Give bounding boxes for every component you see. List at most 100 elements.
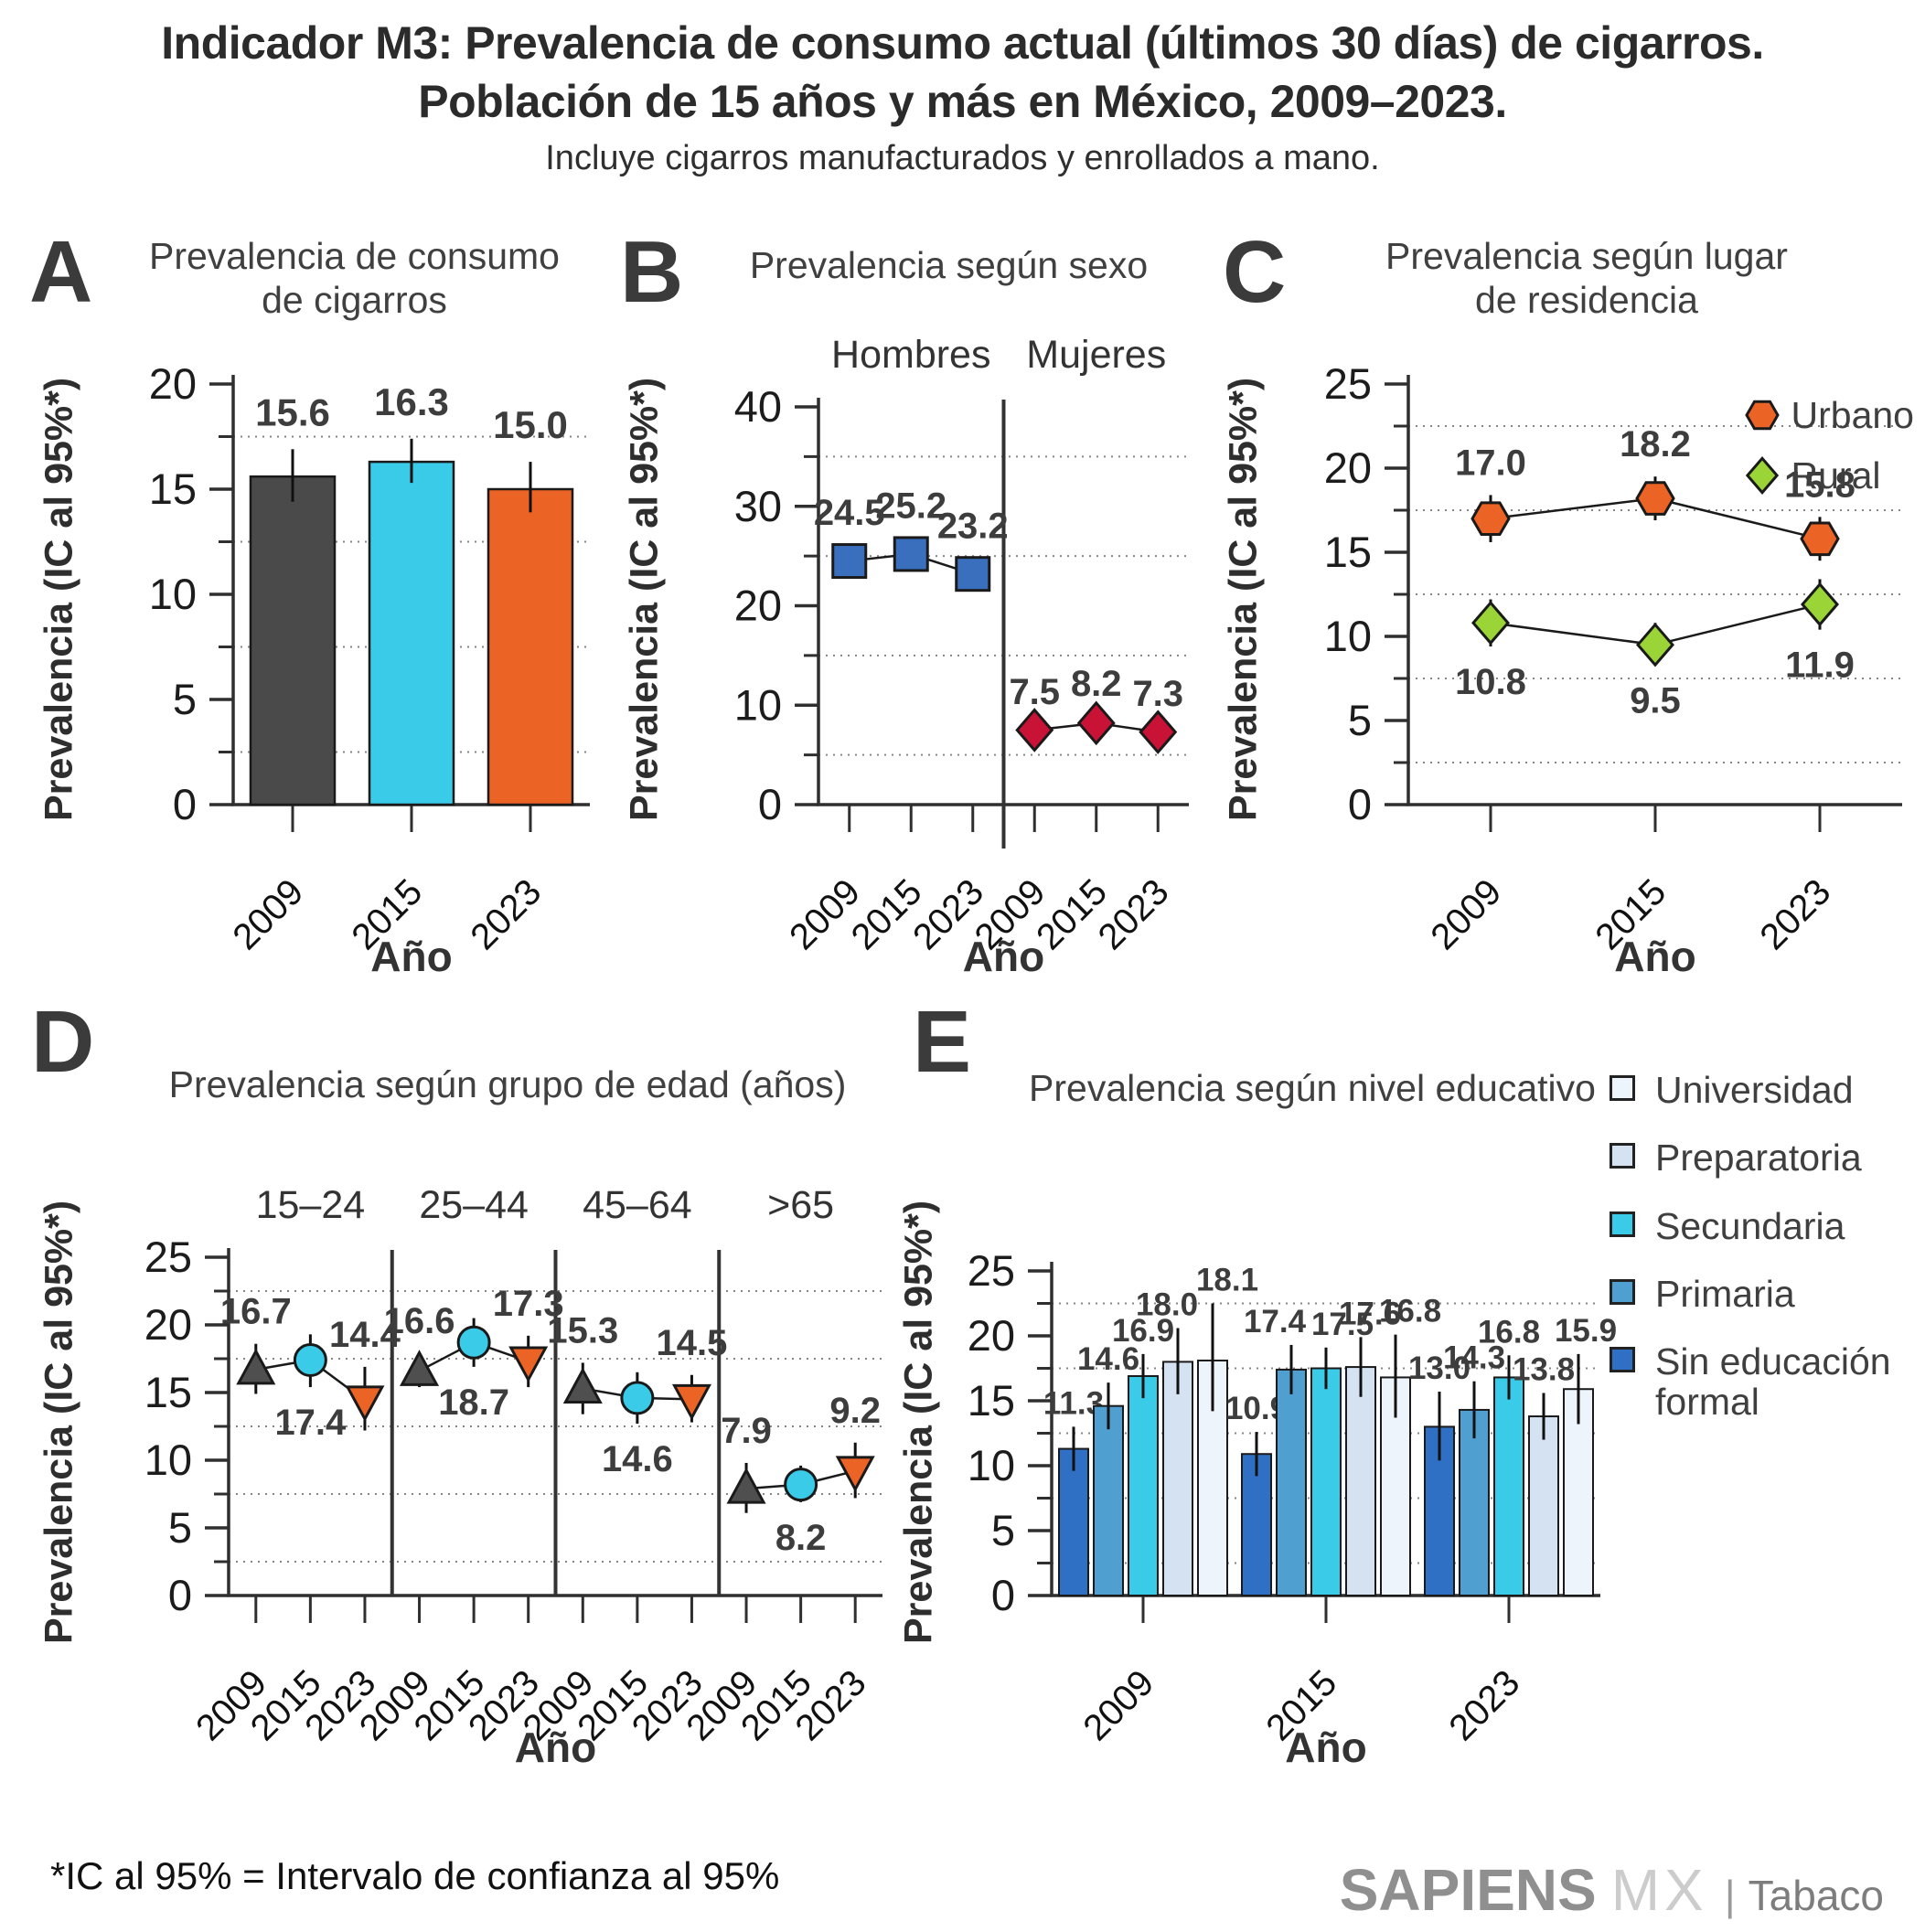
brand-logo: SAPIENS MX | Tabaco xyxy=(1340,1856,1884,1924)
value-label: 17.5 xyxy=(1311,1307,1374,1342)
value-label: 18.2 xyxy=(1620,424,1691,464)
hexagon-marker xyxy=(1635,481,1675,516)
triangle-down-marker xyxy=(671,1383,711,1421)
legend-item-primaria: Primaria xyxy=(1610,1274,1916,1314)
value-label: 7.5 xyxy=(1009,672,1060,712)
bar xyxy=(1128,1375,1159,1596)
group-header: Hombres xyxy=(831,333,990,377)
x-axis-title: Año xyxy=(963,933,1044,978)
x-tick-label: 2023 xyxy=(1441,1662,1527,1748)
value-label: 11.9 xyxy=(1785,646,1855,686)
value-label: 17.6 xyxy=(1339,1296,1401,1331)
triangle-up-marker xyxy=(400,1350,440,1386)
x-tick-label: 2009 xyxy=(1075,1662,1161,1748)
value-label: 18.0 xyxy=(1136,1286,1198,1322)
value-label: 14.5 xyxy=(657,1323,728,1363)
legend-swatch-icon xyxy=(1610,1211,1635,1237)
panel-c-title: Prevalencia según lugar de residencia xyxy=(1294,234,1879,323)
hexagon-marker xyxy=(1470,501,1511,536)
value-label: 24.5 xyxy=(814,493,885,533)
panel-a-letter: A xyxy=(29,223,93,321)
brand-mx: MX xyxy=(1610,1857,1708,1923)
circle-marker xyxy=(620,1381,655,1415)
value-label: 7.3 xyxy=(1132,674,1183,714)
bar xyxy=(1310,1367,1342,1596)
value-label: 17.0 xyxy=(1455,443,1526,483)
brand-separator: | xyxy=(1724,1872,1736,1919)
y-tick-label: 0 xyxy=(168,1571,192,1619)
value-label: 14.6 xyxy=(1077,1341,1139,1377)
value-label: 15.9 xyxy=(1555,1313,1617,1349)
panel-a-title: Prevalencia de consumo de cigarros xyxy=(105,234,604,323)
circle-marker xyxy=(293,1342,327,1377)
chart-b-points: 010203040200920152023200920152023AñoHomb… xyxy=(734,333,1189,978)
y-tick-label: 25 xyxy=(144,1233,192,1281)
y-tick-label: 20 xyxy=(149,359,197,408)
panel-e-letter: E xyxy=(913,993,972,1091)
value-label: 16.3 xyxy=(374,380,449,423)
legend-item-universidad: Universidad xyxy=(1610,1070,1916,1110)
hexagon-icon xyxy=(1744,400,1780,431)
legend-item-rural: Rural xyxy=(1738,452,1914,499)
panel-a: A Prevalencia de consumo de cigarros Pre… xyxy=(18,219,604,978)
legend-label: Rural xyxy=(1791,454,1881,496)
panel-d-title: Prevalencia según grupo de edad (años) xyxy=(119,1062,896,1106)
triangle-up-marker xyxy=(236,1348,276,1385)
panel-d: D Prevalencia según grupo de edad (años)… xyxy=(18,978,896,1783)
bar xyxy=(249,475,337,806)
group-header: 25–44 xyxy=(419,1183,529,1227)
bar xyxy=(1345,1366,1376,1596)
panel-c: C Prevalencia según lugar de residencia … xyxy=(1203,219,1916,979)
x-tick-label: 2023 xyxy=(463,871,549,957)
series-line xyxy=(1654,603,1821,646)
legend-swatch-icon xyxy=(1610,1278,1635,1305)
hexagon-marker xyxy=(1800,521,1840,557)
y-tick-label: 15 xyxy=(149,464,197,513)
legend-label: Primaria xyxy=(1655,1272,1795,1315)
value-label: 16.8 xyxy=(1478,1314,1540,1350)
bar xyxy=(1162,1361,1193,1596)
legend-swatch-icon xyxy=(1610,1347,1635,1373)
legend-item-secundaria: Secundaria xyxy=(1610,1205,1916,1246)
value-label: 13.0 xyxy=(1408,1350,1470,1386)
value-label: 17.4 xyxy=(1244,1304,1307,1340)
y-tick-label: 10 xyxy=(968,1441,1015,1489)
triangle-down-marker xyxy=(835,1456,875,1492)
value-label: 15.8 xyxy=(1784,464,1855,505)
y-axis-label: Prevalencia (IC al 95%*) xyxy=(896,1200,941,1644)
y-tick-label: 30 xyxy=(734,482,782,530)
diamond-marker xyxy=(1076,700,1116,746)
y-tick-label: 15 xyxy=(968,1376,1015,1425)
bar xyxy=(1493,1376,1524,1596)
series-line xyxy=(1654,496,1821,540)
panel-e-title: Prevalencia según nivel educativo xyxy=(983,1066,1642,1110)
brand-sapiens: SAPIENS xyxy=(1339,1857,1597,1923)
y-tick-label: 25 xyxy=(1324,359,1372,408)
y-tick-label: 5 xyxy=(1348,696,1372,744)
main-title-line1: Indicador M3: Prevalencia de consumo act… xyxy=(161,17,1764,69)
residence-legend: Urbano Rural xyxy=(1738,391,1914,499)
value-label: 9.2 xyxy=(829,1391,881,1431)
footnote: *IC al 95% = Intervalo de confianza al 9… xyxy=(50,1854,780,1897)
bar xyxy=(1093,1404,1124,1596)
square-marker xyxy=(893,536,929,572)
y-tick-label: 0 xyxy=(1348,780,1372,828)
bar xyxy=(1058,1447,1089,1597)
value-label: 14.4 xyxy=(329,1315,401,1355)
group-header: >65 xyxy=(767,1183,834,1227)
y-tick-label: 40 xyxy=(734,382,782,431)
triangle-up-marker xyxy=(562,1367,603,1404)
circle-marker xyxy=(784,1468,818,1502)
legend-item-sin-educación-formal: Sin educación formal xyxy=(1610,1341,1916,1423)
y-tick-label: 0 xyxy=(991,1571,1015,1619)
panel-c-letter: C xyxy=(1223,223,1287,321)
x-tick-label: 2023 xyxy=(1091,871,1177,957)
diamond-marker xyxy=(1015,708,1054,753)
main-subtitle: Incluye cigarros manufacturados y enroll… xyxy=(545,139,1380,177)
diamond-marker xyxy=(1636,622,1674,667)
x-axis-title: Año xyxy=(515,1724,596,1771)
y-tick-label: 5 xyxy=(991,1506,1015,1554)
